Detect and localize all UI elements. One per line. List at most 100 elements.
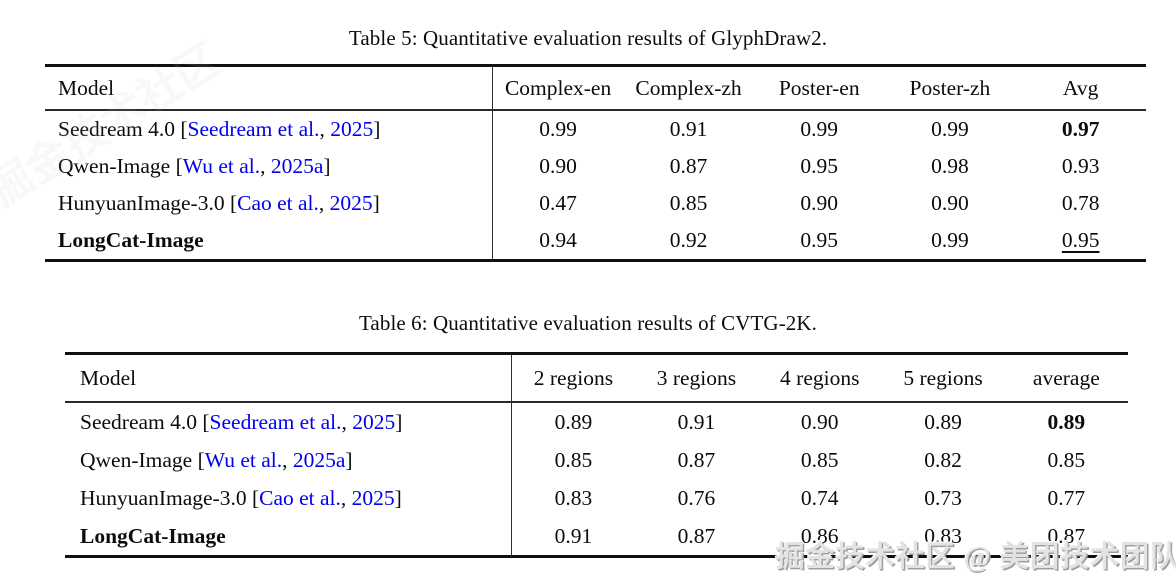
- value-cell: 0.89: [924, 409, 962, 434]
- model-name-cell: HunyuanImage-3.0 [Cao et al., 2025]: [45, 185, 493, 222]
- value-cell: 0.86: [800, 523, 839, 548]
- value-cell: 0.91: [669, 117, 708, 141]
- table5-col-header-poster-zh: Poster-zh: [884, 65, 1016, 111]
- value-cell: 0.95: [800, 154, 839, 178]
- value-cell-best: 0.97: [1061, 117, 1100, 141]
- table-row: LongCat-Image 0.91 0.87 0.86 0.83 0.87: [65, 517, 1128, 557]
- value-cell: 0.83: [510, 479, 635, 517]
- citation-year-link[interactable]: 2025a: [270, 154, 324, 178]
- citation-separator: ,: [340, 485, 352, 510]
- citation-year-link[interactable]: 2025a: [292, 447, 346, 472]
- model-name-cell: LongCat-Image: [45, 222, 493, 261]
- model-name-cell: Qwen-Image [Wu et al., 2025a]: [45, 148, 493, 185]
- value-cell: 0.85: [510, 441, 635, 479]
- value-cell: 0.87: [669, 154, 708, 178]
- model-name-suffix: ]: [323, 154, 331, 178]
- model-name: HunyuanImage-3.0 [: [58, 191, 238, 215]
- value-cell: 0.87: [677, 447, 716, 472]
- citation-separator: ,: [319, 117, 331, 141]
- citation-year-link[interactable]: 2025: [329, 191, 373, 215]
- citation-link[interactable]: Wu et al.: [204, 447, 283, 472]
- citation-link[interactable]: Seedream et al.: [209, 409, 342, 434]
- value-cell-best: 0.89: [1047, 409, 1086, 434]
- table6-col-header-average: average: [1004, 353, 1128, 403]
- value-cell: 0.99: [800, 117, 839, 141]
- citation-year-link[interactable]: 2025: [330, 117, 374, 141]
- value-cell: 0.77: [1047, 485, 1086, 510]
- table6-col-header-5regions: 5 regions: [881, 353, 1005, 403]
- value-cell: 0.90: [800, 191, 839, 215]
- value-cell: 0.93: [1061, 154, 1100, 178]
- table5-col-header-model: Model: [45, 65, 493, 111]
- table5-caption: Table 5: Quantitative evaluation results…: [348, 26, 828, 50]
- citation-separator: ,: [318, 191, 330, 215]
- citation-link[interactable]: Wu et al.: [182, 154, 261, 178]
- table6-col-header-4regions: 4 regions: [758, 353, 882, 403]
- value-cell: 0.99: [931, 228, 969, 252]
- model-name-cell: Seedream 4.0 [Seedream et al., 2025]: [45, 110, 493, 148]
- citation-year-link[interactable]: 2025: [351, 485, 395, 510]
- table5: Model Complex-en Complex-zh Poster-en Po…: [45, 64, 1146, 262]
- table-row: Seedream 4.0 [Seedream et al., 2025] 0.8…: [65, 402, 1128, 441]
- value-cell: 0.99: [931, 117, 969, 141]
- model-name: LongCat-Image: [58, 228, 204, 252]
- citation-link[interactable]: Cao et al.: [259, 485, 341, 510]
- table-row: Qwen-Image [Wu et al., 2025a] 0.90 0.87 …: [45, 148, 1146, 185]
- value-cell: 0.87: [677, 523, 716, 548]
- model-name: Seedream 4.0 [: [80, 409, 210, 434]
- model-name: LongCat-Image: [80, 523, 226, 548]
- table5-col-header-complex-zh: Complex-zh: [623, 65, 754, 111]
- value-cell: 0.98: [931, 154, 969, 178]
- value-cell: 0.85: [669, 191, 708, 215]
- value-cell: 0.83: [924, 523, 962, 548]
- model-name-suffix: ]: [372, 191, 380, 215]
- citation-separator: ,: [282, 447, 293, 472]
- table6-caption: Table 6: Quantitative evaluation results…: [358, 311, 818, 335]
- model-name-cell: HunyuanImage-3.0 [Cao et al., 2025]: [65, 479, 512, 517]
- table6-header-row: Model 2 regions 3 regions 4 regions 5 re…: [65, 353, 1128, 403]
- model-name: Qwen-Image [: [58, 154, 183, 178]
- table6-col-header-model: Model: [65, 353, 512, 403]
- model-name-suffix: ]: [395, 409, 403, 434]
- table-row: HunyuanImage-3.0 [Cao et al., 2025] 0.83…: [65, 479, 1128, 517]
- citation-link[interactable]: Seedream et al.: [187, 117, 320, 141]
- table6-col-header-3regions: 3 regions: [634, 353, 759, 403]
- value-cell: 0.91: [510, 517, 635, 557]
- value-cell: 0.89: [510, 402, 635, 441]
- model-name: Seedream 4.0 [: [58, 117, 188, 141]
- model-name-cell: Seedream 4.0 [Seedream et al., 2025]: [65, 402, 512, 441]
- model-name-suffix: ]: [373, 117, 381, 141]
- model-name: HunyuanImage-3.0 [: [80, 485, 260, 510]
- value-cell: 0.90: [931, 191, 969, 215]
- underlined-value: 0.95: [1061, 228, 1100, 252]
- value-cell: 0.78: [1061, 191, 1100, 215]
- value-cell: 0.74: [800, 485, 839, 510]
- table6-col-header-2regions: 2 regions: [510, 353, 635, 403]
- table-row: Qwen-Image [Wu et al., 2025a] 0.85 0.87 …: [65, 441, 1128, 479]
- value-cell: 0.95: [800, 228, 839, 252]
- table-row: LongCat-Image 0.94 0.92 0.95 0.99 0.95: [45, 222, 1146, 261]
- value-cell: 0.90: [492, 148, 624, 185]
- table5-col-header-poster-en: Poster-en: [753, 65, 885, 111]
- value-cell: 0.76: [677, 485, 716, 510]
- value-cell: 0.91: [677, 409, 716, 434]
- value-cell: 0.85: [800, 447, 839, 472]
- table5-col-header-avg: Avg: [1015, 65, 1146, 111]
- model-name: Qwen-Image [: [80, 447, 205, 472]
- citation-separator: ,: [341, 409, 353, 434]
- value-cell: 0.92: [669, 228, 708, 252]
- table-row: Seedream 4.0 [Seedream et al., 2025] 0.9…: [45, 110, 1146, 148]
- table5-header-row: Model Complex-en Complex-zh Poster-en Po…: [45, 65, 1146, 111]
- model-name-suffix: ]: [345, 447, 353, 472]
- value-cell: 0.94: [492, 222, 624, 261]
- value-cell: 0.85: [1047, 447, 1086, 472]
- model-name-cell: Qwen-Image [Wu et al., 2025a]: [65, 441, 512, 479]
- table-row: HunyuanImage-3.0 [Cao et al., 2025] 0.47…: [45, 185, 1146, 222]
- table6: Model 2 regions 3 regions 4 regions 5 re…: [65, 352, 1128, 558]
- community-watermark: 掘金技术社区 @ 美团技术团队: [775, 541, 1176, 573]
- value-cell: 0.82: [924, 447, 962, 472]
- citation-link[interactable]: Cao et al.: [237, 191, 319, 215]
- citation-year-link[interactable]: 2025: [352, 409, 396, 434]
- value-cell: 0.47: [492, 185, 624, 222]
- citation-separator: ,: [260, 154, 271, 178]
